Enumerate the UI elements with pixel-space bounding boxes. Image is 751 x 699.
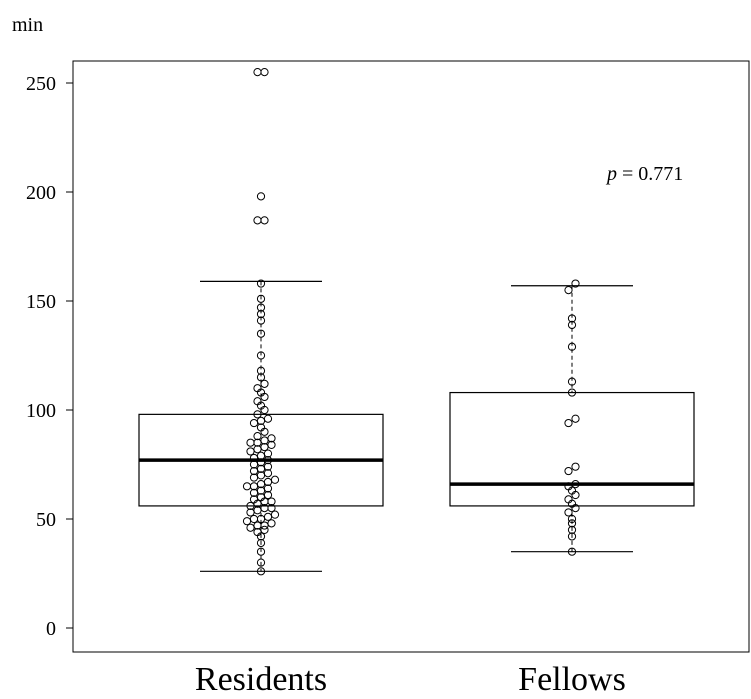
data-point [263,456,273,465]
data-point [260,379,269,388]
data-point [267,504,276,513]
data-point [256,423,266,432]
data-point [256,351,266,360]
data-point [256,192,266,201]
data-point [567,519,577,528]
data-point [267,440,276,449]
data-point [564,508,573,517]
data-point [263,469,273,478]
y-tick-label: 200 [26,182,56,204]
data-point [256,329,266,338]
data-point [260,521,269,530]
data-point [567,514,577,524]
data-point [571,462,580,471]
data-point [242,482,252,491]
data-point [567,320,577,330]
data-point [253,384,262,393]
data-point [564,466,573,476]
y-unit-label: min [12,14,43,36]
data-point [256,366,266,375]
data-point [249,418,259,428]
data-point [263,484,273,493]
data-point [246,438,255,447]
data-point [256,373,266,382]
data-point [242,517,252,526]
data-point [256,279,266,288]
data-point [256,567,266,576]
y-tick-label: 100 [26,400,56,422]
data-point [267,434,276,443]
data-point [270,510,280,519]
y-tick-label: 50 [36,509,56,531]
data-point [256,558,266,567]
data-point [253,410,262,419]
data-point [567,388,577,397]
data-point [253,432,262,441]
data-point [567,547,577,556]
data-point [253,68,262,77]
data-point [246,523,255,532]
data-point [567,342,577,351]
data-point [263,449,273,458]
p-symbol: p [605,163,617,185]
category-labels: Residents Fellows [195,661,626,698]
data-point [564,418,573,428]
y-axis: 0 50 100 150 200 250 [26,73,73,640]
boxes [138,280,695,572]
data-point [267,497,276,506]
y-tick-label: 0 [46,618,56,640]
iqr-box [449,391,695,507]
category-label: Fellows [518,661,626,694]
p-value-annotation: p = 0.771 [605,163,683,185]
y-tick-label: 250 [26,73,56,95]
data-point [567,377,577,386]
category-label: Residents [195,661,327,694]
data-point [567,532,577,541]
data-points [242,68,580,576]
data-point [263,414,273,423]
data-point [564,286,573,295]
data-point [564,495,573,504]
data-point [249,514,259,524]
data-point [256,316,266,325]
y-tick-label: 150 [26,291,56,313]
data-point [567,314,577,323]
data-point [263,512,273,521]
data-point [263,490,273,500]
data-point [263,462,273,471]
data-point [260,525,269,535]
data-point [260,216,269,225]
data-point [256,538,266,548]
data-point [256,547,266,556]
data-point [256,309,266,319]
data-point [253,216,262,225]
data-point [260,68,269,77]
data-point [571,480,580,489]
data-point [253,397,262,406]
data-point [567,525,577,535]
data-point [256,303,266,312]
data-point [246,447,255,456]
data-point [267,519,276,528]
data-point [270,475,280,484]
data-point [571,414,580,423]
plot-frame [72,60,750,653]
data-point [256,294,266,303]
data-point [571,279,580,288]
p-value: = 0.771 [617,163,683,185]
